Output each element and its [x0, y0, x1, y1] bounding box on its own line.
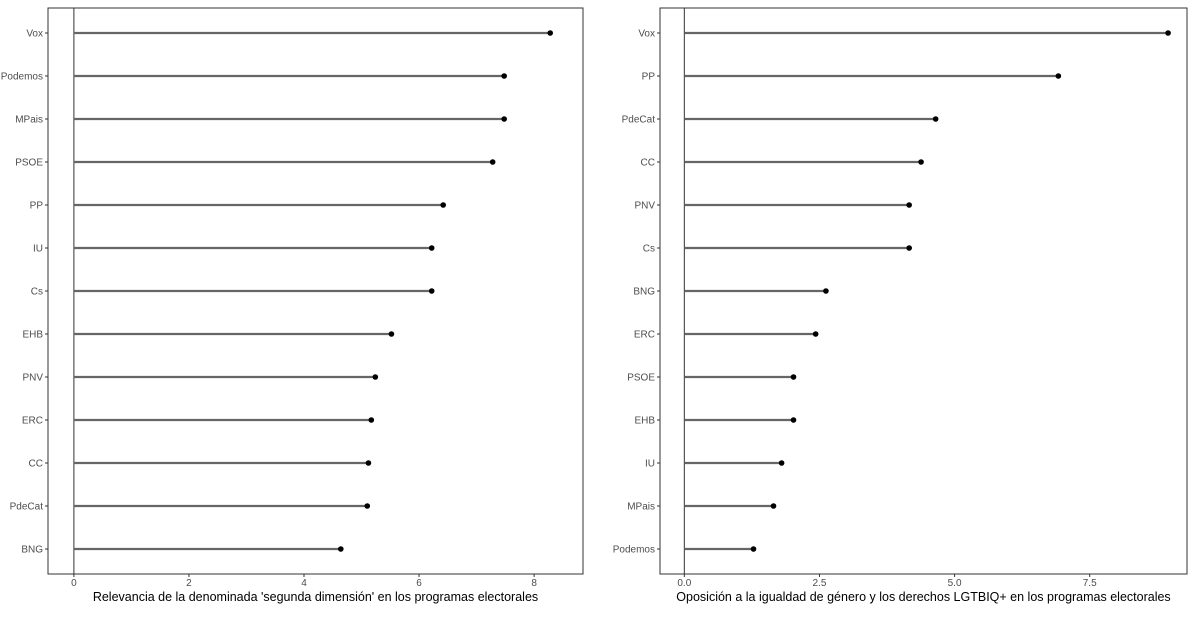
- point-cc: [365, 460, 372, 466]
- point-pnv: [906, 202, 912, 208]
- point-cc: [918, 159, 924, 165]
- point-bng: [823, 288, 829, 294]
- y-tick-label: PSOE: [627, 373, 655, 384]
- y-tick-label: IU: [33, 244, 43, 255]
- point-erc: [368, 417, 375, 423]
- x-tick-label: 6: [416, 578, 422, 589]
- y-tick-label: Cs: [643, 244, 655, 255]
- point-ehb: [388, 331, 395, 337]
- y-tick-label: BNG: [633, 287, 655, 298]
- x-tick-label: 0: [71, 578, 77, 589]
- point-pp: [440, 202, 447, 208]
- y-tick-label: PP: [642, 72, 656, 83]
- point-vox: [1165, 30, 1171, 36]
- point-podemos: [501, 73, 507, 79]
- x-axis-title: Oposición a la igualdad de género y los …: [676, 590, 1170, 604]
- point-pdecat: [932, 116, 939, 122]
- y-tick-label: Cs: [31, 287, 43, 298]
- point-erc: [812, 331, 819, 337]
- point-psoe: [489, 159, 496, 165]
- point-mpais: [501, 116, 507, 122]
- y-tick-label: ERC: [634, 330, 655, 341]
- point-podemos: [750, 546, 757, 552]
- point-pnv: [372, 374, 379, 380]
- y-tick-label: MPais: [15, 115, 43, 126]
- point-pdecat: [364, 503, 371, 509]
- point-cs: [906, 245, 912, 251]
- y-tick-label: IU: [645, 459, 655, 470]
- y-tick-label: PP: [30, 201, 44, 212]
- x-axis-title: Relevancia de la denominada 'segunda dim…: [93, 590, 538, 604]
- y-tick-label: ERC: [22, 416, 43, 427]
- point-ehb: [790, 417, 797, 423]
- point-pp: [1055, 73, 1062, 79]
- y-tick-label: PdeCat: [622, 115, 656, 126]
- y-tick-label: PNV: [634, 201, 655, 212]
- x-tick-label: 2: [186, 578, 192, 589]
- left-panel: Vox Podemos MPais PSOE PP IU Cs EHB PNV ERC CC PdeC…: [1, 7, 584, 604]
- point-mpais: [770, 503, 777, 509]
- point-iu: [778, 460, 785, 466]
- x-tick-label: 0.0: [677, 578, 691, 589]
- x-tick-label: 8: [531, 578, 537, 589]
- y-tick-label: Podemos: [1, 72, 43, 83]
- x-tick-label: 2.5: [812, 578, 826, 589]
- y-tick-label: PNV: [22, 373, 43, 384]
- y-tick-label: PdeCat: [10, 502, 44, 513]
- point-bng: [338, 546, 344, 552]
- right-panel: Vox PP PdeCat CC PNV Cs BNG ERC PSOE EHB IU MPais Po…: [613, 7, 1188, 604]
- x-tick-label: 5.0: [948, 578, 962, 589]
- point-cs: [428, 288, 435, 294]
- y-tick-label: Podemos: [613, 545, 655, 556]
- y-tick-label: MPais: [627, 502, 655, 513]
- y-tick-label: Vox: [26, 29, 43, 40]
- point-psoe: [790, 374, 797, 380]
- y-tick-label: Vox: [638, 29, 655, 40]
- point-iu: [428, 245, 435, 251]
- point-vox: [547, 30, 554, 36]
- y-tick-label: EHB: [634, 416, 655, 427]
- y-tick-label: BNG: [21, 545, 43, 556]
- x-tick-label: 4: [301, 578, 307, 589]
- x-tick-label: 7.5: [1083, 578, 1097, 589]
- y-tick-label: PSOE: [15, 158, 43, 169]
- y-tick-label: CC: [641, 158, 655, 169]
- y-tick-label: CC: [29, 459, 43, 470]
- y-tick-label: EHB: [22, 330, 43, 341]
